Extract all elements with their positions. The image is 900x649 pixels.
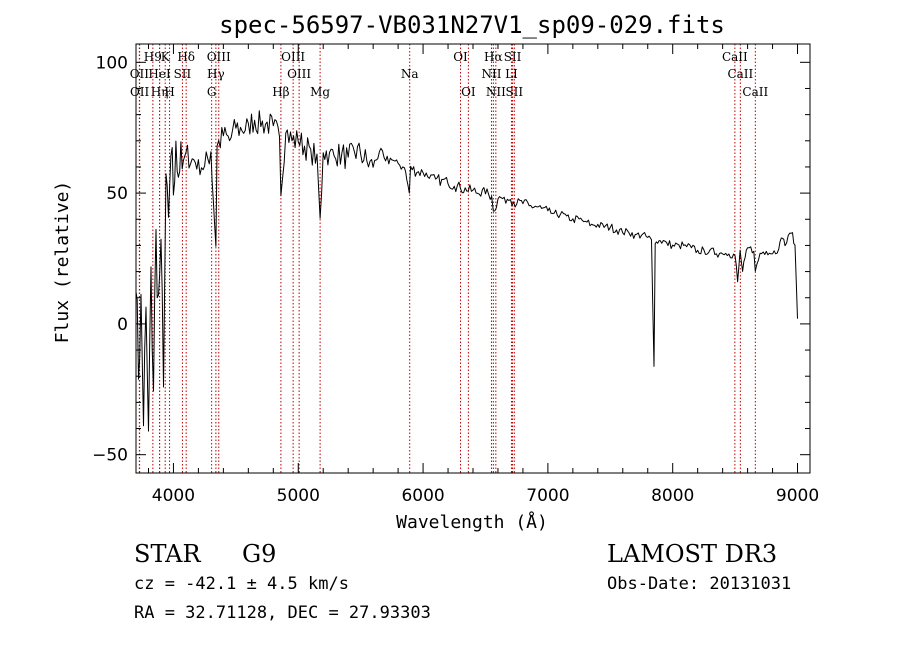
line-label: CaII xyxy=(742,85,768,99)
y-tick-label: 0 xyxy=(117,315,128,335)
redshift-cz: cz = -42.1 ± 4.5 km/s xyxy=(134,574,349,594)
line-label: H xyxy=(164,85,174,99)
line-label: H9 xyxy=(144,50,162,64)
series-layer xyxy=(135,110,798,432)
x-tick-label: 4000 xyxy=(152,486,195,506)
line-label: Hα xyxy=(484,50,503,64)
line-label: NII xyxy=(486,85,506,99)
line-label: G xyxy=(207,85,217,99)
line-label: Mg xyxy=(310,85,330,99)
line-label: K xyxy=(161,50,171,64)
plot-frame xyxy=(135,43,811,474)
subclass: G9 xyxy=(242,540,277,568)
survey-name: LAMOST DR3 xyxy=(607,540,778,568)
y-tick-label: 100 xyxy=(96,53,128,73)
line-label: CaII xyxy=(722,50,748,64)
line-label: SII xyxy=(504,50,522,64)
line-label: Hδ xyxy=(177,50,195,64)
line-label: OI xyxy=(453,50,468,64)
series-flux xyxy=(135,110,798,432)
line-label: OIII xyxy=(207,50,231,64)
y-tick-label: 50 xyxy=(106,184,128,204)
line-label: OIII xyxy=(287,67,311,81)
line-label: LI xyxy=(505,67,518,81)
x-tick-label: 7000 xyxy=(526,486,569,506)
line-label: NII xyxy=(481,67,501,81)
x-tick-label: 5000 xyxy=(277,486,320,506)
x-tick-label: 8000 xyxy=(651,486,694,506)
line-label: OIII xyxy=(281,50,305,64)
line-markers xyxy=(138,44,756,473)
line-label: OII xyxy=(130,85,150,99)
line-label: OII xyxy=(130,67,150,81)
x-tick-label: 6000 xyxy=(401,486,444,506)
coordinates: RA = 32.71128, DEC = 27.93303 xyxy=(134,603,431,623)
line-label: SII xyxy=(505,85,523,99)
line-label: CaII xyxy=(727,67,753,81)
chart-title: spec-56597-VB031N27V1_sp09-029.fits xyxy=(219,11,725,39)
line-label: Hη xyxy=(151,85,169,99)
obs-date: Obs-Date: 20131031 xyxy=(607,574,792,594)
line-label: Na xyxy=(401,67,419,81)
y-tick-label: −50 xyxy=(92,446,128,466)
y-axis-label: Flux (relative) xyxy=(52,181,73,344)
line-label: OI xyxy=(461,85,476,99)
line-label: Hγ xyxy=(207,67,225,81)
line-label: SII xyxy=(174,67,192,81)
x-tick-label: 9000 xyxy=(776,486,819,506)
axis-ticks: 4000 5000 6000 7000 8000 9000 −50 0 50 100 xyxy=(92,44,819,506)
line-label: Hβ xyxy=(272,85,289,99)
object-class: STAR xyxy=(134,540,201,568)
line-label: HeI xyxy=(148,67,171,81)
x-axis-label: Wavelength (Å) xyxy=(396,511,548,533)
